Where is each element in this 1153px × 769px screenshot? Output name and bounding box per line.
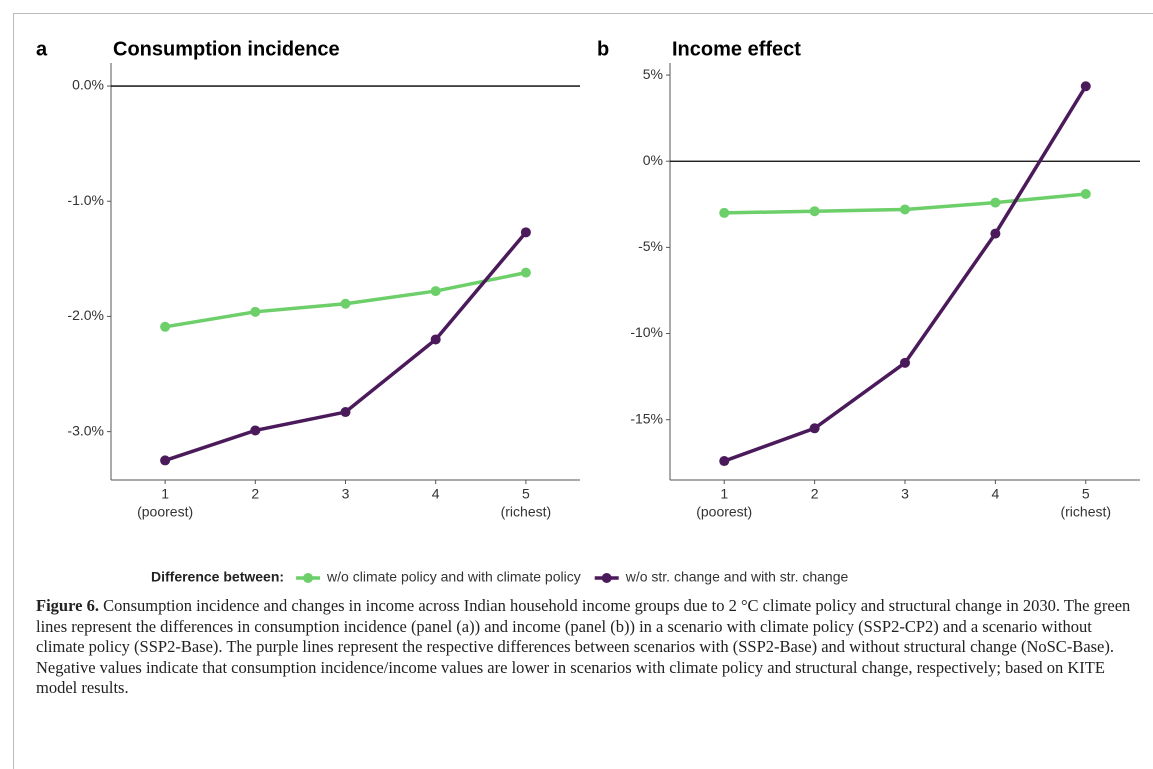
data-point xyxy=(430,286,441,297)
series-line xyxy=(723,85,1088,463)
legend-title: Difference between: xyxy=(151,569,284,585)
x-tick-label: 5 xyxy=(1082,486,1090,502)
data-point xyxy=(990,228,1001,239)
y-tick-label: -2.0% xyxy=(67,307,104,323)
x-tick-note: (richest) xyxy=(501,504,552,520)
data-point xyxy=(160,321,171,332)
data-point xyxy=(340,298,351,309)
x-tick-label: 4 xyxy=(432,486,440,502)
caption-label: Figure 6. xyxy=(36,596,99,615)
data-point xyxy=(719,207,730,218)
x-tick-label: 4 xyxy=(991,486,999,502)
legend-label: w/o climate policy and with climate poli… xyxy=(326,569,581,585)
data-point xyxy=(340,407,351,418)
x-tick-note: (poorest) xyxy=(696,504,752,520)
y-tick-label: -3.0% xyxy=(67,422,104,438)
data-point xyxy=(809,423,820,434)
legend-swatch-dot xyxy=(601,573,612,583)
data-point xyxy=(250,306,261,317)
x-tick-note: (poorest) xyxy=(137,504,193,520)
y-tick-label: 0% xyxy=(643,152,663,168)
data-point xyxy=(1080,81,1091,92)
data-point xyxy=(900,204,910,215)
data-point xyxy=(520,227,531,238)
panel-title: Income effect xyxy=(672,38,801,60)
x-tick-label: 2 xyxy=(251,486,259,502)
caption: Figure 6. Consumption incidence and chan… xyxy=(36,596,1136,699)
caption-text: Consumption incidence and changes in inc… xyxy=(36,596,1131,697)
data-point xyxy=(160,455,171,466)
y-tick-label: -1.0% xyxy=(67,192,104,208)
figure-frame xyxy=(13,13,1153,769)
panel-label: a xyxy=(36,38,48,60)
data-point xyxy=(1080,188,1091,199)
x-tick-label: 5 xyxy=(522,486,530,502)
data-point xyxy=(250,425,261,436)
y-tick-label: -5% xyxy=(638,238,663,254)
data-point xyxy=(430,334,441,345)
x-tick-note: (richest) xyxy=(1060,504,1111,520)
figure: a Consumption incidence 0.0% -1.0% -2.0% -3.0… xyxy=(36,38,1140,585)
data-point xyxy=(520,267,531,278)
y-tick-label: -10% xyxy=(630,324,663,340)
x-tick-label: 1 xyxy=(161,486,169,502)
series-line xyxy=(164,231,528,463)
panel-label: b xyxy=(597,38,609,60)
legend-swatch-dot xyxy=(303,573,314,583)
data-point xyxy=(990,197,1001,208)
x-tick-label: 2 xyxy=(811,486,819,502)
data-point xyxy=(809,206,820,217)
data-point xyxy=(900,357,910,368)
x-tick-label: 3 xyxy=(342,486,350,502)
x-tick-label: 3 xyxy=(901,486,909,502)
y-tick-label: -15% xyxy=(630,410,663,426)
panel-title: Consumption incidence xyxy=(113,38,340,60)
y-tick-label: 5% xyxy=(643,66,663,82)
legend-label: w/o str. change and with str. change xyxy=(625,569,849,585)
y-tick-label: 0.0% xyxy=(72,77,104,93)
data-point xyxy=(719,456,730,467)
x-tick-label: 1 xyxy=(720,486,728,502)
